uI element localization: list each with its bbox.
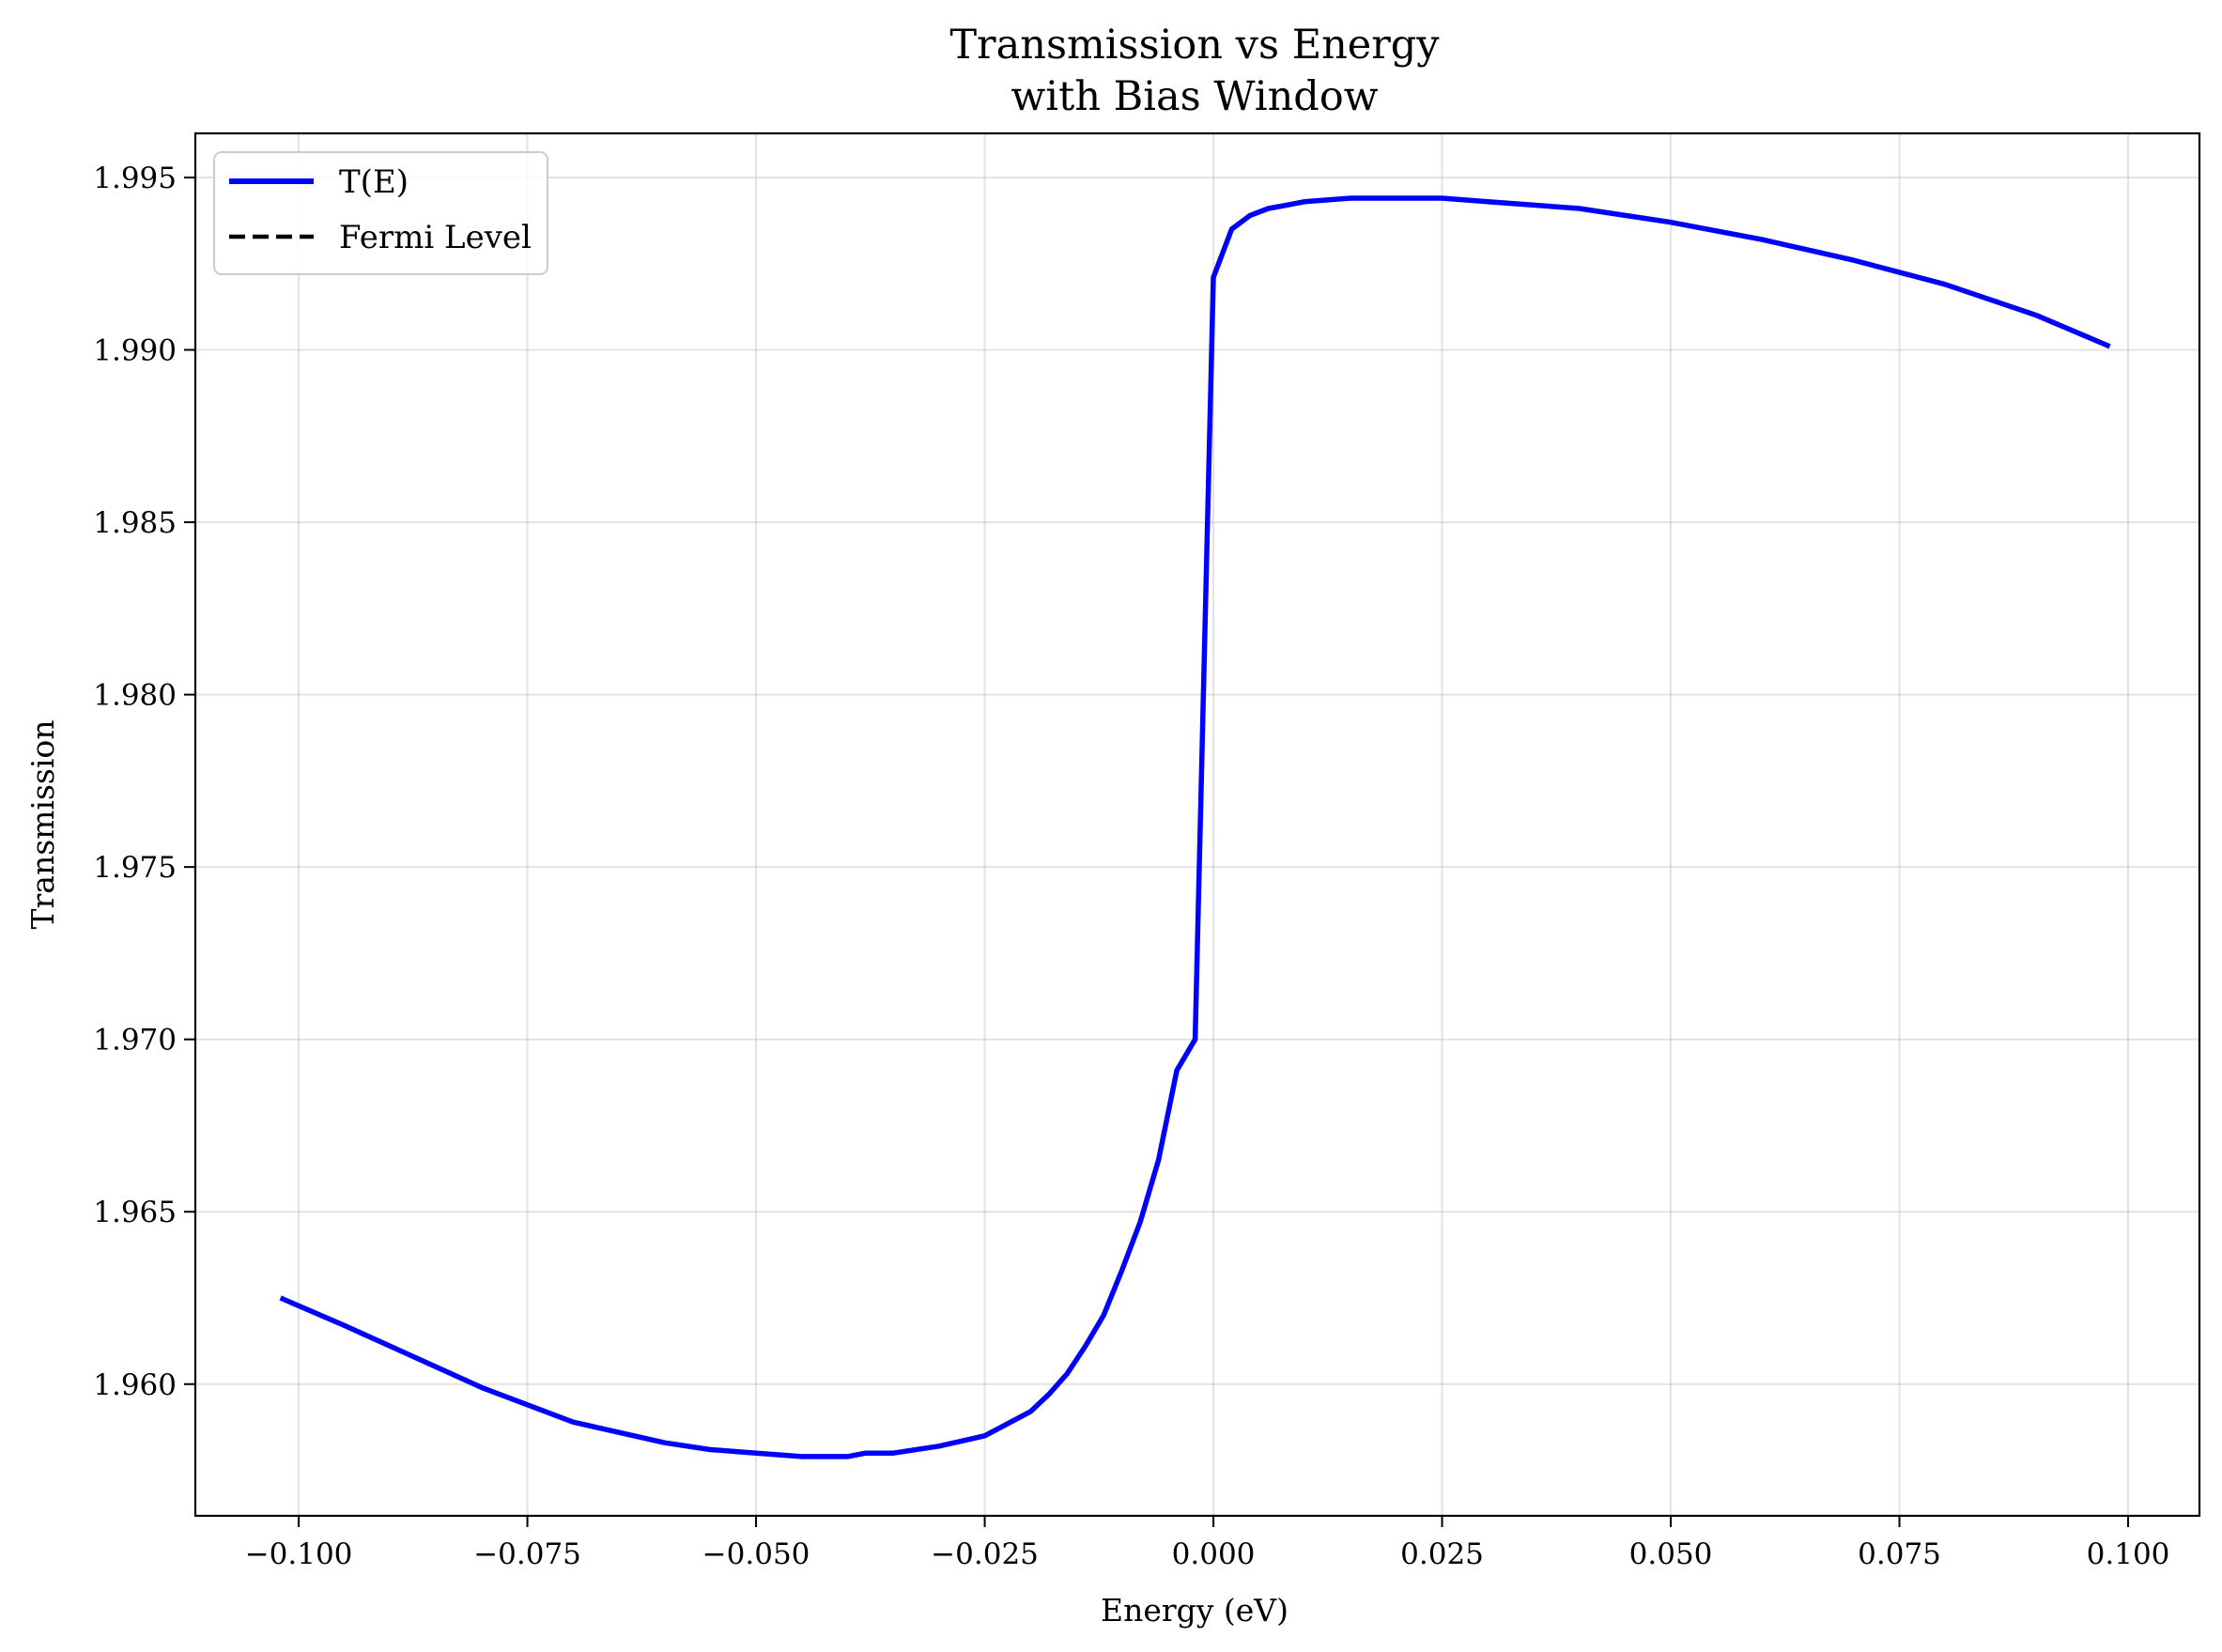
chart-subtitle: with Bias Window <box>1011 73 1378 120</box>
x-tick-label: −0.075 <box>473 1537 581 1571</box>
y-tick-label: 1.975 <box>93 851 177 885</box>
y-axis-ticks: 1.960 1.965 1.970 1.975 1.980 1.985 1.990 1.995 <box>93 162 195 1402</box>
grid <box>195 133 2199 1516</box>
y-tick-label: 1.980 <box>93 679 177 713</box>
plot-area-frame <box>193 131 2201 1518</box>
chart-title: Transmission vs Energy <box>949 22 1440 69</box>
series-line-t-e <box>279 195 2111 1459</box>
x-tick-label: 0.100 <box>2087 1537 2170 1571</box>
x-tick-label: −0.100 <box>245 1537 353 1571</box>
x-tick-label: 0.075 <box>1858 1537 1941 1571</box>
x-tick-label: −0.025 <box>931 1537 1039 1571</box>
plot-lines <box>279 195 2111 1459</box>
y-tick-label: 1.970 <box>93 1024 177 1058</box>
legend-label-fermi-level: Fermi Level <box>339 219 532 256</box>
y-tick-label: 1.995 <box>93 162 177 195</box>
x-axis-ticks: −0.100 −0.075 −0.050 −0.025 0.000 0.025 0.050 0… <box>245 1516 2170 1571</box>
legend: T(E) Fermi Level <box>213 151 548 275</box>
legend-label-te: T(E) <box>339 163 409 201</box>
x-tick-label: 0.050 <box>1629 1537 1713 1571</box>
y-tick-label: 1.960 <box>93 1368 177 1402</box>
x-tick-label: 0.000 <box>1172 1537 1256 1571</box>
x-axis-label: Energy (eV) <box>1101 1592 1288 1629</box>
y-axis-label: Transmission <box>24 719 61 929</box>
x-tick-label: 0.025 <box>1400 1537 1484 1571</box>
y-tick-label: 1.985 <box>93 506 177 540</box>
y-tick-label: 1.990 <box>93 334 177 368</box>
y-tick-label: 1.965 <box>93 1196 177 1229</box>
x-tick-label: −0.050 <box>702 1537 810 1571</box>
